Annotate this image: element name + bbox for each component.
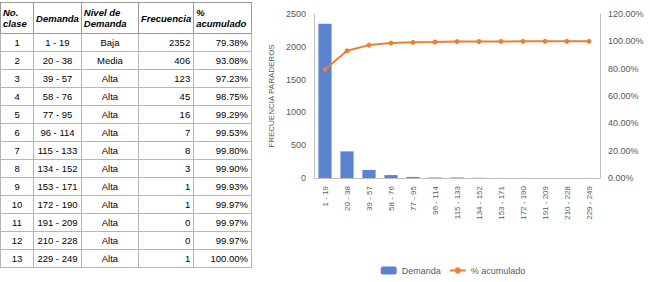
html-text:7: 7 [184, 127, 191, 138]
html-text:115 - 133: 115 - 133 [37, 145, 78, 156]
svg-text:40.00%: 40.00% [608, 118, 639, 128]
svg-text:500: 500 [291, 140, 306, 150]
html-text:Alta: Alta [101, 145, 119, 156]
html-text:Alta: Alta [101, 199, 119, 210]
svg-text:77 - 95: 77 - 95 [409, 185, 418, 210]
html-text:13: 13 [11, 253, 23, 264]
html-text:99.80%: 99.80% [215, 145, 248, 156]
svg-text:FRECUENCIA PARADEROS: FRECUENCIA PARADEROS [267, 44, 276, 147]
svg-text:96 - 114: 96 - 114 [431, 185, 440, 214]
html-text:3: 3 [184, 163, 191, 174]
html-text:Alta: Alta [101, 235, 119, 246]
html-text:Baja: Baja [100, 37, 120, 48]
svg-text:0.00%: 0.00% [608, 173, 634, 183]
html-text:5: 5 [14, 109, 20, 120]
html-text:172 - 190: 172 - 190 [37, 199, 78, 210]
html-text:99.90%: 99.90% [215, 163, 248, 174]
svg-text:2000: 2000 [286, 42, 306, 52]
svg-text:20.00%: 20.00% [608, 146, 639, 156]
html-text:9: 9 [14, 181, 20, 192]
html-text:99.93%: 99.93% [215, 181, 248, 192]
html-text:10: 10 [11, 199, 23, 210]
svg-text:0: 0 [301, 173, 306, 183]
html-text:Alta: Alta [101, 217, 119, 228]
svg-text:39 - 57: 39 - 57 [365, 185, 374, 210]
html-text:1 - 19: 1 - 19 [45, 37, 70, 48]
html-text:2352: 2352 [169, 37, 191, 48]
svg-text:210 - 228: 210 - 228 [563, 185, 572, 219]
html-text:Alta: Alta [101, 163, 119, 174]
html-text:3: 3 [14, 73, 20, 84]
html-text:Alta: Alta [101, 127, 119, 138]
html-text:1: 1 [14, 37, 20, 48]
html-text:Alta: Alta [101, 181, 119, 192]
html-text:Media: Media [97, 55, 123, 66]
html-text:8: 8 [184, 145, 191, 156]
html-text:96 - 114: 96 - 114 [40, 127, 75, 138]
html-text:99.97%: 99.97% [215, 235, 248, 246]
svg-text:1000: 1000 [286, 107, 306, 117]
html-text:93.08%: 93.08% [215, 55, 248, 66]
html-text:39 - 57: 39 - 57 [42, 73, 73, 84]
svg-text:134 - 152: 134 - 152 [475, 185, 484, 219]
html-text:191 - 209: 191 - 209 [37, 217, 78, 228]
html-text:Alta: Alta [101, 91, 119, 102]
svg-text:115 - 133: 115 - 133 [453, 185, 462, 219]
html-text:123: 123 [174, 73, 191, 84]
svg-text:172 - 190: 172 - 190 [519, 185, 528, 219]
html-text:7: 7 [14, 145, 20, 156]
svg-text:1500: 1500 [286, 75, 306, 85]
html-text:16: 16 [179, 109, 191, 120]
html-text:210 - 228: 210 - 228 [37, 235, 78, 246]
html-text:20 - 38: 20 - 38 [42, 55, 73, 66]
html-text:0: 0 [184, 235, 191, 246]
svg-text:20 - 38: 20 - 38 [343, 185, 352, 210]
html-text:97.23%: 97.23% [215, 73, 248, 84]
html-text:12: 12 [11, 235, 23, 246]
html-text:98.75%: 98.75% [215, 91, 248, 102]
html-text:406: 406 [174, 55, 191, 66]
html-text:45: 45 [179, 91, 191, 102]
svg-text:58 - 76: 58 - 76 [387, 185, 396, 210]
html-text:99.97%: 99.97% [215, 199, 248, 210]
html-text:Alta: Alta [101, 73, 119, 84]
html-text:58 - 76: 58 - 76 [42, 91, 73, 102]
html-text:6: 6 [14, 127, 20, 138]
html-text:1: 1 [184, 181, 191, 192]
html-text:11: 11 [12, 217, 22, 228]
svg-text:60.00%: 60.00% [608, 91, 639, 101]
html-text:100.00%: 100.00% [210, 253, 248, 264]
svg-text:153 - 171: 153 - 171 [497, 185, 506, 219]
html-text:134 - 152: 134 - 152 [37, 163, 78, 174]
html-text:0: 0 [184, 217, 191, 228]
html-text:2: 2 [14, 55, 20, 66]
svg-text:120.00%: 120.00% [608, 9, 644, 19]
svg-text:1 - 19: 1 - 19 [321, 185, 330, 206]
svg-text:100.00%: 100.00% [608, 36, 644, 46]
html-text:77 - 95: 77 - 95 [42, 109, 73, 120]
html-text:4: 4 [14, 91, 20, 102]
html-text:99.29%: 99.29% [215, 109, 248, 120]
html-text:Alta: Alta [101, 253, 119, 264]
svg-text:% acumulado: % acumulado [471, 266, 526, 276]
html-text:1: 1 [184, 253, 191, 264]
svg-text:2500: 2500 [286, 9, 306, 19]
svg-text:Demanda: Demanda [402, 266, 441, 276]
html-text:8: 8 [14, 163, 20, 174]
svg-text:191 - 209: 191 - 209 [541, 185, 550, 219]
html-text:153 - 171: 153 - 171 [37, 181, 78, 192]
html-text:99.53%: 99.53% [215, 127, 248, 138]
html-text:79.38%: 79.38% [215, 37, 248, 48]
svg-text:229 - 249: 229 - 249 [585, 185, 594, 219]
html-text:No. clase: No. clase [3, 7, 27, 29]
html-text:Alta: Alta [101, 109, 119, 120]
html-text:Demanda Nivel de Demanda: Demanda Nivel de Demanda [36, 7, 127, 29]
html-text:Frecuencia % acumulado: Frecuencia % acumulado [141, 7, 247, 29]
svg-text:80.00%: 80.00% [608, 64, 639, 74]
html-text:1: 1 [184, 199, 191, 210]
html-text:99.97%: 99.97% [215, 217, 248, 228]
html-text:229 - 249: 229 - 249 [37, 253, 78, 264]
